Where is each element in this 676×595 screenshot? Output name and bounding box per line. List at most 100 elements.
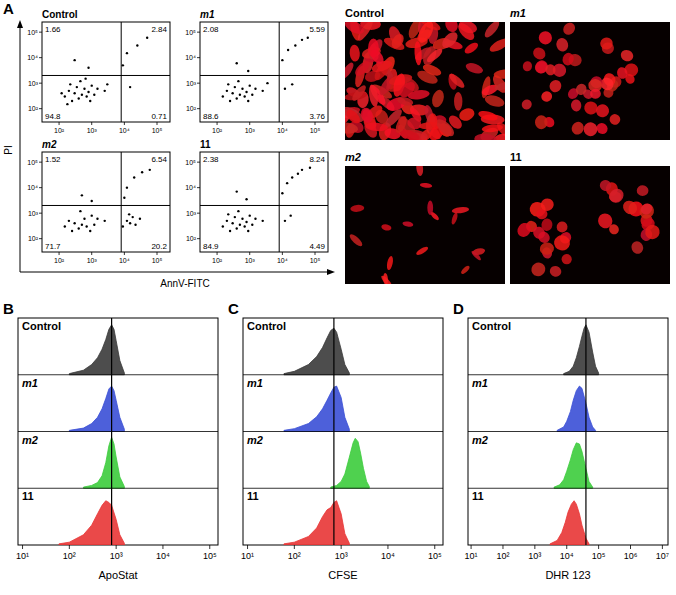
x-tick bbox=[249, 252, 250, 255]
x-tick-label: 10¹ bbox=[16, 551, 29, 561]
point bbox=[141, 171, 143, 173]
row-label: m1 bbox=[247, 377, 263, 389]
label-bg bbox=[150, 112, 168, 121]
y-tick-label: 10³ bbox=[186, 210, 197, 217]
point bbox=[247, 70, 249, 72]
y-tick bbox=[39, 83, 42, 84]
cell bbox=[447, 72, 466, 90]
cell bbox=[540, 90, 553, 103]
cell bbox=[353, 59, 373, 79]
point bbox=[64, 95, 66, 97]
cells bbox=[348, 166, 486, 284]
cell bbox=[616, 66, 629, 80]
histogram-area bbox=[554, 443, 593, 488]
histogram-area bbox=[331, 438, 370, 488]
plot-title: 11 bbox=[200, 139, 211, 150]
point bbox=[64, 225, 66, 227]
y-tick-label: 10² bbox=[186, 105, 197, 112]
label-bg bbox=[150, 242, 168, 251]
point bbox=[294, 44, 296, 46]
x-tick bbox=[69, 545, 70, 549]
curves bbox=[284, 328, 369, 545]
label-bg bbox=[308, 112, 326, 121]
point bbox=[239, 94, 241, 96]
y-tick bbox=[39, 213, 42, 214]
x-tick bbox=[217, 122, 218, 125]
quadrant-percent: 1.52 bbox=[45, 155, 61, 164]
cell bbox=[365, 122, 388, 132]
point bbox=[129, 86, 131, 88]
histogram-area bbox=[59, 501, 124, 545]
row-separator bbox=[468, 374, 668, 375]
point bbox=[234, 86, 236, 88]
y-tick-label: 10⁴ bbox=[27, 54, 38, 61]
x-tick-label: 10¹ bbox=[241, 551, 254, 561]
point bbox=[87, 67, 89, 69]
cell bbox=[637, 185, 649, 196]
y-tick-label: 10⁵ bbox=[185, 29, 196, 36]
histogram-area bbox=[284, 386, 349, 431]
y-tick-label: 10⁵ bbox=[27, 159, 38, 166]
point bbox=[68, 220, 70, 222]
x-tick-label: 10⁵ bbox=[428, 551, 442, 561]
row-separator bbox=[18, 431, 218, 432]
quadrant-percent: 2.08 bbox=[203, 25, 219, 34]
x-tick bbox=[59, 252, 60, 255]
point bbox=[84, 77, 86, 79]
panel-label: D bbox=[453, 300, 464, 317]
x-tick-label: 10² bbox=[54, 257, 65, 264]
x-tick-label: 10⁴ bbox=[277, 127, 288, 134]
point bbox=[301, 169, 303, 171]
point bbox=[226, 220, 228, 222]
y-tick-label: 10² bbox=[28, 235, 39, 242]
cell bbox=[553, 234, 571, 252]
point bbox=[91, 84, 93, 86]
point bbox=[236, 62, 238, 64]
cell bbox=[599, 36, 614, 51]
x-tick-label: 10² bbox=[212, 127, 223, 134]
label-bg bbox=[150, 25, 168, 34]
quadrant-percent: 3.76 bbox=[309, 112, 325, 121]
point bbox=[307, 37, 309, 39]
point bbox=[73, 59, 75, 61]
cell bbox=[359, 106, 375, 125]
x-tick-label: 10⁶ bbox=[624, 551, 638, 561]
y-tick-label: 10² bbox=[28, 105, 39, 112]
cell bbox=[608, 113, 621, 126]
cell bbox=[477, 109, 498, 122]
x-tick-label: 10⁵ bbox=[152, 257, 163, 264]
dot-plot: 1110²10³10⁴10⁵10²10³10⁴10⁵2.388.2484.94.… bbox=[185, 139, 328, 264]
cell bbox=[582, 120, 600, 138]
row-label: Control bbox=[247, 320, 286, 332]
point bbox=[79, 80, 81, 82]
histogram-panel: CControlm1m21110¹10²10³10⁴10⁵CFSE bbox=[228, 300, 443, 581]
cell bbox=[583, 100, 599, 116]
gate-y bbox=[200, 75, 328, 76]
cell bbox=[345, 61, 356, 80]
cell bbox=[531, 45, 548, 62]
plot-frame bbox=[42, 22, 170, 122]
gate-x bbox=[121, 152, 122, 252]
cell bbox=[463, 41, 480, 56]
point bbox=[133, 176, 135, 178]
panel-label: B bbox=[3, 300, 14, 317]
point bbox=[243, 225, 245, 227]
micrograph: Control bbox=[336, 7, 515, 146]
point bbox=[227, 213, 229, 215]
image-title: 11 bbox=[510, 151, 522, 163]
cell bbox=[561, 22, 578, 37]
cell bbox=[474, 133, 497, 140]
point bbox=[266, 82, 268, 84]
row-separator bbox=[18, 374, 218, 375]
quadrant-percent: 84.9 bbox=[203, 242, 219, 251]
cell bbox=[515, 220, 534, 239]
point bbox=[93, 94, 95, 96]
cell bbox=[556, 221, 568, 233]
plot-frame bbox=[200, 22, 328, 122]
x-tick-label: 10¹ bbox=[465, 551, 478, 561]
cell bbox=[599, 179, 613, 193]
cell bbox=[420, 182, 433, 188]
gate-y bbox=[42, 75, 170, 76]
cell bbox=[570, 99, 582, 112]
reference-line bbox=[585, 318, 586, 545]
